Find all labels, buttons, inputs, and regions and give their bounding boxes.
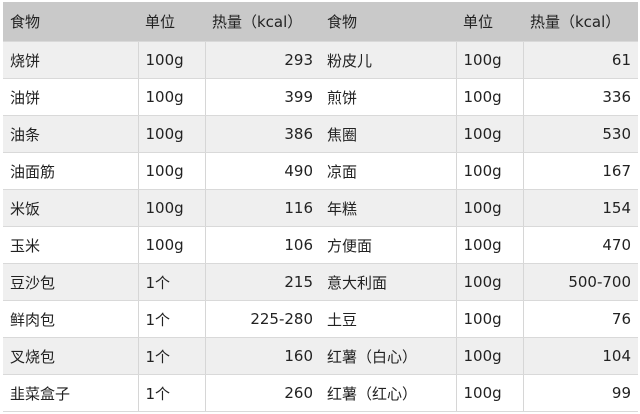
cell-food: 油面筋	[3, 152, 138, 190]
cell-food: 油条	[3, 115, 138, 153]
cell-food: 凉面	[320, 152, 456, 190]
cell-unit: 1个	[137, 300, 205, 338]
cell-food: 韭菜盒子	[3, 374, 138, 412]
cell-calories: 116	[204, 189, 320, 227]
cell-food: 红薯（红心）	[320, 374, 456, 412]
cell-unit: 1个	[137, 374, 205, 412]
cell-unit: 100g	[455, 152, 523, 190]
cell-food: 鲜肉包	[3, 300, 138, 338]
column-header-calories: 热量（kcal）	[523, 2, 638, 42]
cell-food: 烧饼	[3, 41, 138, 79]
cell-calories: 76	[522, 300, 638, 338]
cell-calories: 470	[522, 226, 638, 264]
cell-calories: 399	[204, 78, 320, 116]
table-row: 米饭 100g 116 年糕 100g 154	[3, 189, 638, 227]
cell-calories: 104	[522, 337, 638, 375]
cell-food: 焦圈	[320, 115, 456, 153]
cell-unit: 100g	[137, 115, 205, 153]
cell-unit: 1个	[137, 337, 205, 375]
cell-unit: 100g	[137, 152, 205, 190]
cell-unit: 100g	[455, 78, 523, 116]
cell-food: 土豆	[320, 300, 456, 338]
table-body: 烧饼 100g 293 粉皮儿 100g 61 油饼 100g 399 煎饼 100g 336 油条 10…	[3, 41, 638, 412]
cell-food: 年糕	[320, 189, 456, 227]
cell-food: 红薯（白心）	[320, 337, 456, 375]
table-header-row: 食物 单位 热量（kcal） 食物 单位 热量（kcal）	[3, 2, 638, 42]
column-header-unit: 单位	[138, 2, 205, 42]
cell-calories: 106	[204, 226, 320, 264]
cell-unit: 100g	[455, 115, 523, 153]
cell-calories: 530	[522, 115, 638, 153]
cell-calories: 160	[204, 337, 320, 375]
cell-calories: 386	[204, 115, 320, 153]
cell-food: 油饼	[3, 78, 138, 116]
cell-unit: 100g	[455, 189, 523, 227]
table-row: 鲜肉包 1个 225-280 土豆 100g 76	[3, 300, 638, 338]
cell-food: 意大利面	[320, 263, 456, 301]
cell-unit: 100g	[137, 189, 205, 227]
cell-food: 粉皮儿	[320, 41, 456, 79]
cell-food: 方便面	[320, 226, 456, 264]
cell-food: 米饭	[3, 189, 138, 227]
column-header-calories: 热量（kcal）	[205, 2, 320, 42]
cell-unit: 100g	[137, 226, 205, 264]
cell-unit: 1个	[137, 263, 205, 301]
table-row: 玉米 100g 106 方便面 100g 470	[3, 226, 638, 264]
table-row: 豆沙包 1个 215 意大利面 100g 500-700	[3, 263, 638, 301]
cell-food: 叉烧包	[3, 337, 138, 375]
cell-food: 煎饼	[320, 78, 456, 116]
cell-unit: 100g	[137, 41, 205, 79]
column-header-food: 食物	[320, 2, 456, 42]
cell-unit: 100g	[455, 300, 523, 338]
table-row: 韭菜盒子 1个 260 红薯（红心） 100g 99	[3, 374, 638, 412]
table-row: 烧饼 100g 293 粉皮儿 100g 61	[3, 41, 638, 79]
cell-calories: 225-280	[204, 300, 320, 338]
cell-calories: 500-700	[522, 263, 638, 301]
cell-calories: 61	[522, 41, 638, 79]
cell-food: 豆沙包	[3, 263, 138, 301]
cell-calories: 293	[204, 41, 320, 79]
table-row: 油饼 100g 399 煎饼 100g 336	[3, 78, 638, 116]
cell-calories: 490	[204, 152, 320, 190]
cell-calories: 154	[522, 189, 638, 227]
column-header-unit: 单位	[456, 2, 523, 42]
cell-calories: 260	[204, 374, 320, 412]
cell-unit: 100g	[455, 263, 523, 301]
cell-calories: 215	[204, 263, 320, 301]
cell-unit: 100g	[455, 337, 523, 375]
cell-calories: 336	[522, 78, 638, 116]
cell-calories: 99	[522, 374, 638, 412]
cell-unit: 100g	[455, 41, 523, 79]
table-row: 油面筋 100g 490 凉面 100g 167	[3, 152, 638, 190]
cell-calories: 167	[522, 152, 638, 190]
cell-unit: 100g	[455, 226, 523, 264]
calorie-table: 食物 单位 热量（kcal） 食物 单位 热量（kcal） 烧饼 100g 293 粉皮儿 100…	[3, 2, 638, 412]
table-row: 油条 100g 386 焦圈 100g 530	[3, 115, 638, 153]
table-row: 叉烧包 1个 160 红薯（白心） 100g 104	[3, 337, 638, 375]
cell-unit: 100g	[137, 78, 205, 116]
column-header-food: 食物	[3, 2, 138, 42]
cell-food: 玉米	[3, 226, 138, 264]
cell-unit: 100g	[455, 374, 523, 412]
